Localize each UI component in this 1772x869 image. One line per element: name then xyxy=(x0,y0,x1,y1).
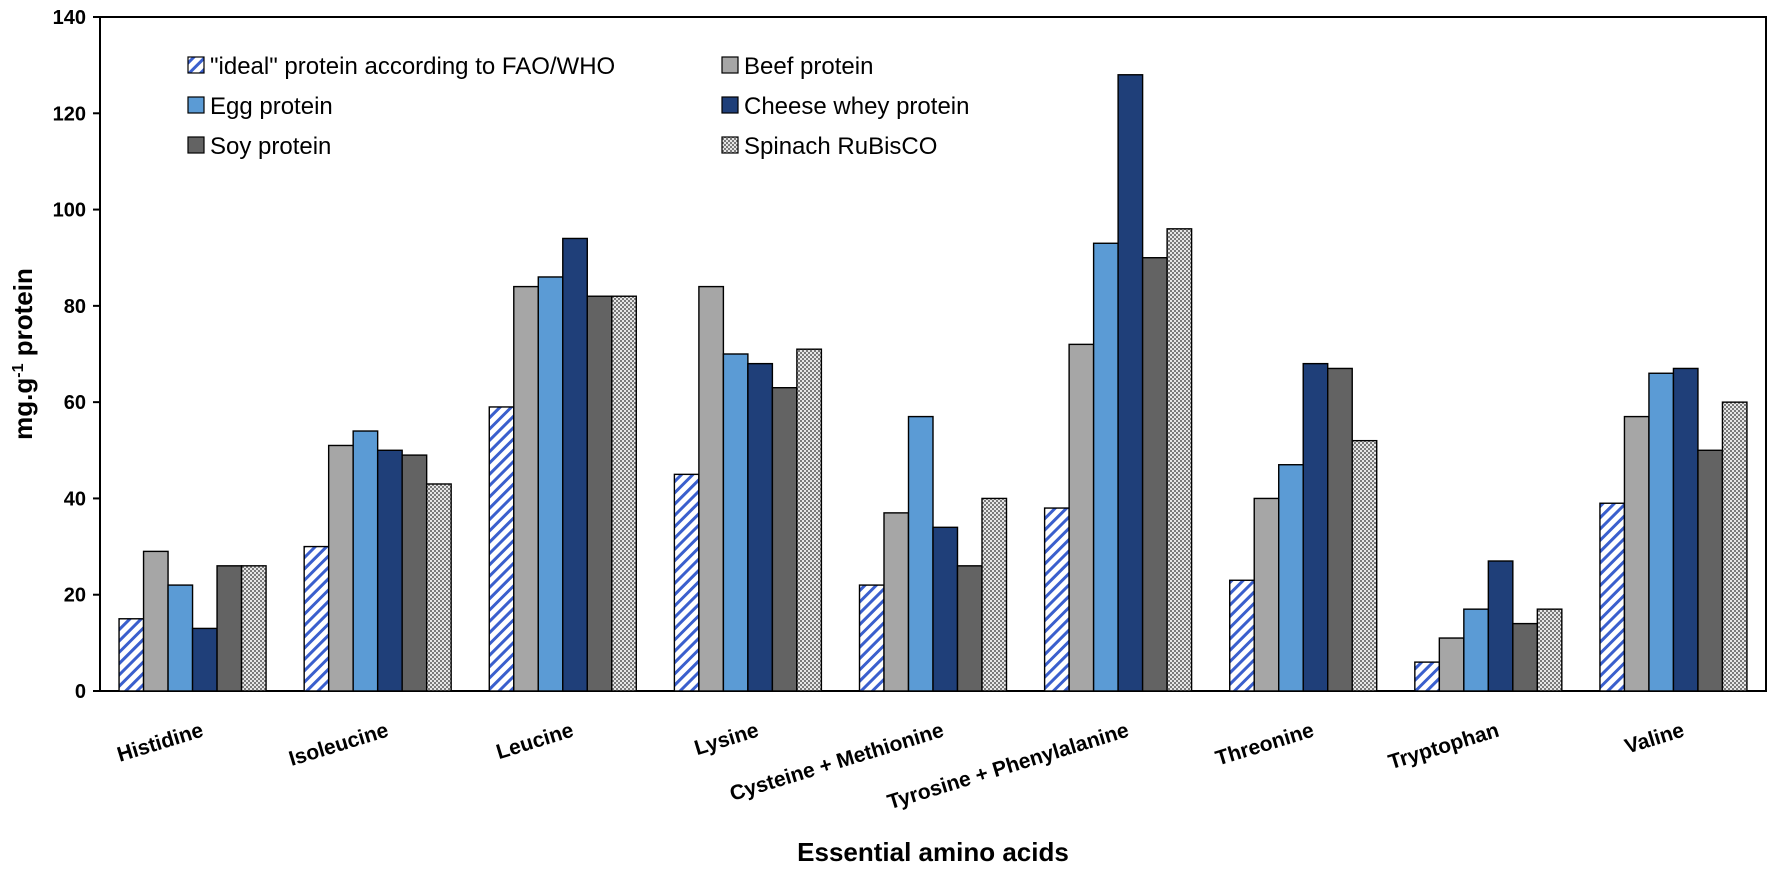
y-tick-label: 80 xyxy=(64,296,86,318)
bar xyxy=(1512,622,1539,692)
legend-label: Cheese whey protein xyxy=(744,93,969,120)
x-tick-label: Tryptophan xyxy=(1386,719,1502,774)
bar xyxy=(1623,415,1650,692)
bar xyxy=(118,618,145,692)
x-axis-labels: Histidine Isoleucine Leucine LysineCysteine… xyxy=(114,719,1686,814)
bar xyxy=(1697,449,1724,692)
bar xyxy=(1278,464,1304,692)
bar xyxy=(586,295,613,692)
legend: "ideal" protein according to FAO/WHO Beef… xyxy=(187,53,969,160)
legend-label: "ideal" protein according to FAO/WHO xyxy=(210,53,615,80)
bar xyxy=(796,348,823,692)
y-axis: 0 20 40 60 80 100 120 140 xyxy=(53,7,100,703)
y-tick-label: 0 xyxy=(75,681,86,703)
bar xyxy=(1599,502,1626,692)
bar xyxy=(1487,560,1514,692)
x-tick-label: Threonine xyxy=(1213,719,1317,771)
bar xyxy=(771,387,798,692)
bar xyxy=(216,565,243,692)
x-tick-label: Histidine xyxy=(114,719,206,767)
bar xyxy=(303,545,330,692)
legend-swatch xyxy=(721,56,739,74)
bar xyxy=(1117,74,1144,692)
bar xyxy=(488,406,515,692)
bar xyxy=(513,285,539,692)
x-tick-label: Isoleucine xyxy=(286,719,391,771)
bar xyxy=(1043,507,1070,692)
bar xyxy=(1166,228,1193,692)
y-tick-label: 100 xyxy=(53,200,86,222)
bar xyxy=(907,415,934,692)
x-tick-label: Valine xyxy=(1622,719,1687,759)
bar xyxy=(1068,343,1095,692)
bar xyxy=(1721,401,1748,692)
bar xyxy=(1414,661,1441,692)
bar xyxy=(981,497,1008,692)
bar xyxy=(1302,362,1329,692)
x-tick-label: Leucine xyxy=(494,719,577,764)
bar xyxy=(932,526,959,692)
x-tick-label: Lysine xyxy=(692,719,762,760)
bar xyxy=(537,276,564,692)
y-tick-label: 120 xyxy=(53,103,86,125)
legend-label: Spinach RuBisCO xyxy=(744,133,937,160)
bar xyxy=(1648,372,1675,692)
y-tick-label: 140 xyxy=(53,7,86,29)
bar xyxy=(1463,608,1490,692)
bar xyxy=(956,565,983,692)
bar xyxy=(562,237,588,692)
bar xyxy=(858,584,885,692)
bar xyxy=(1351,439,1378,692)
legend-swatch xyxy=(187,56,205,74)
bar xyxy=(191,627,218,692)
bar xyxy=(401,454,428,692)
legend-swatch xyxy=(187,96,205,114)
legend-label: Soy protein xyxy=(210,133,331,160)
bar xyxy=(1141,257,1168,692)
bar xyxy=(698,285,725,692)
legend-swatch xyxy=(721,136,739,154)
x-axis-title: Essential amino acids xyxy=(797,837,1069,867)
legend-label: Egg protein xyxy=(210,93,333,120)
bar xyxy=(1672,367,1699,692)
bar xyxy=(673,473,700,692)
legend-label: Beef protein xyxy=(744,53,873,80)
bar xyxy=(747,362,774,692)
legend-swatch xyxy=(187,136,205,154)
y-tick-label: 60 xyxy=(64,392,86,414)
bar xyxy=(425,483,452,692)
bar xyxy=(1536,608,1563,692)
bar xyxy=(376,449,403,692)
bar xyxy=(1327,367,1353,692)
bar xyxy=(142,550,169,692)
y-tick-label: 20 xyxy=(64,585,86,607)
bar xyxy=(1092,242,1119,692)
bar xyxy=(1438,637,1465,692)
bar xyxy=(1229,579,1255,692)
bar xyxy=(1253,497,1280,692)
bar xyxy=(611,295,637,692)
bar xyxy=(240,565,267,692)
bar xyxy=(883,512,910,692)
bar xyxy=(722,353,749,692)
bar xyxy=(167,584,194,692)
y-tick-label: 40 xyxy=(64,488,86,510)
legend-swatch xyxy=(721,96,739,114)
y-axis-title: mg.g-1 protein xyxy=(8,268,38,440)
bar xyxy=(352,430,379,692)
bars-group xyxy=(118,74,1748,692)
bar xyxy=(327,444,354,692)
